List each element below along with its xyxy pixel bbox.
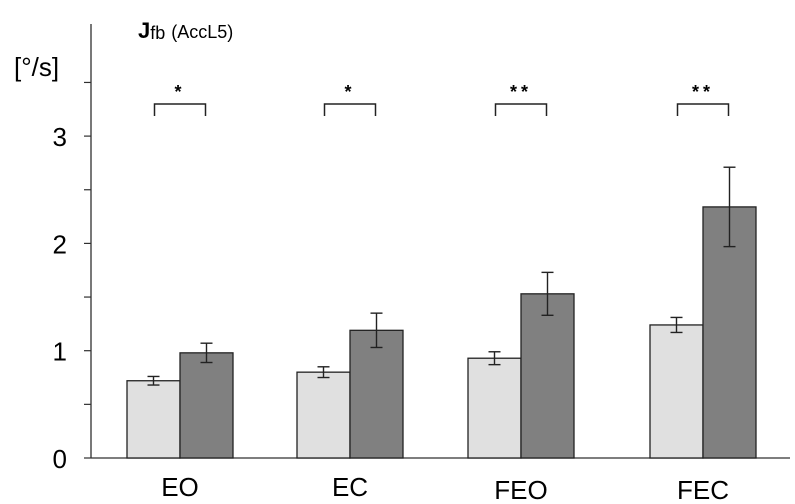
x-tick-label-eo: EO <box>161 472 199 502</box>
significance-bracket <box>676 103 730 116</box>
significance-marker: ** <box>692 82 714 102</box>
bar-eo-series1 <box>126 380 181 459</box>
y-tick-label: 3 <box>53 122 67 152</box>
x-tick-label-ec: EC <box>332 472 368 502</box>
bar-fec-series1 <box>649 324 704 459</box>
y-tick-label: 0 <box>53 444 67 474</box>
y-axis-label: [°/s] <box>14 52 59 82</box>
y-tick-label: 1 <box>53 337 67 367</box>
bar-ec-series1 <box>296 371 351 459</box>
chart-title-subscript: fb <box>150 23 165 43</box>
significance-bracket <box>153 103 207 116</box>
bar-fec-series2 <box>702 206 757 459</box>
bar-eo-series2 <box>179 352 234 459</box>
bar-ec-series2 <box>349 329 404 459</box>
significance-bracket <box>323 103 377 116</box>
x-tick-label-fec: FEC <box>677 475 729 504</box>
significance-bracket <box>494 103 548 116</box>
chart-title: Jfb (AccL5) <box>138 18 233 43</box>
y-tick-label: 2 <box>53 229 67 259</box>
chart-title-main: J <box>138 18 150 43</box>
bar-feo-series2 <box>520 293 575 459</box>
significance-marker: * <box>174 82 185 102</box>
chart-title-note: (AccL5) <box>171 22 233 42</box>
x-tick-label-feo: FEO <box>494 475 547 504</box>
bar-feo-series1 <box>467 357 522 459</box>
significance-marker: ** <box>510 82 532 102</box>
plot-area: 0 1 2 3 EO * EC * FEO ** FEC ** <box>53 24 790 504</box>
significance-marker: * <box>344 82 355 102</box>
